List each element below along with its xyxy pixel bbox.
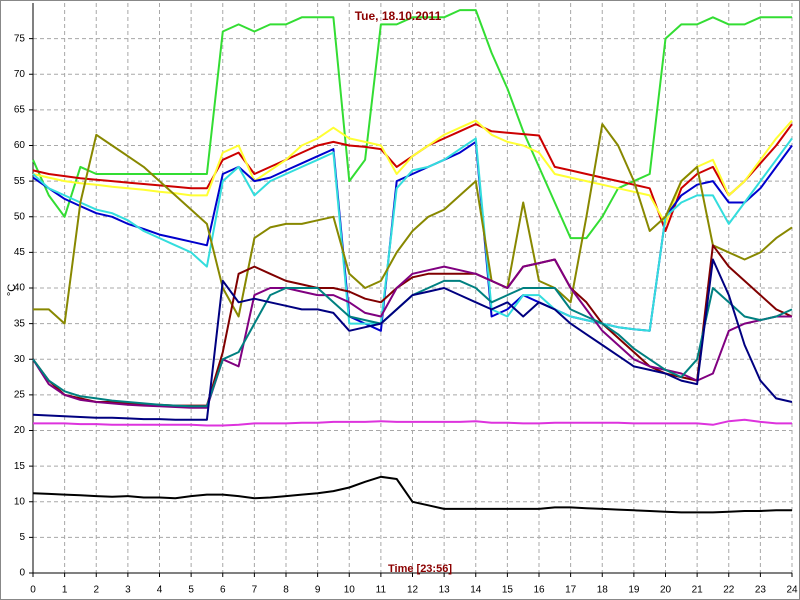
x-tick-label: 17 xyxy=(565,585,577,596)
x-tick-label: 4 xyxy=(157,585,163,596)
x-tick-label: 0 xyxy=(30,585,36,596)
x-tick-label: 9 xyxy=(315,585,321,596)
x-tick-label: 15 xyxy=(502,585,514,596)
series-line xyxy=(33,418,792,427)
x-tick-label: 21 xyxy=(692,585,704,596)
x-tick-label: 14 xyxy=(470,585,482,596)
x-tick-label: 8 xyxy=(283,585,289,596)
y-tick-label: 50 xyxy=(14,211,26,222)
series-line xyxy=(32,475,792,514)
x-tick-label: 20 xyxy=(660,585,672,596)
x-tick-label: 1 xyxy=(62,585,68,596)
x-tick-label: 2 xyxy=(93,585,99,596)
x-tick-label: 12 xyxy=(407,585,419,596)
x-tick-label: 16 xyxy=(533,585,545,596)
x-tick-label: 13 xyxy=(439,585,451,596)
x-tick-label: 6 xyxy=(220,585,226,596)
series-line xyxy=(32,258,793,421)
y-axis-label: °C xyxy=(6,284,18,296)
series-line xyxy=(32,9,792,240)
y-tick-label: 5 xyxy=(19,532,25,543)
x-tick-label: 18 xyxy=(597,585,609,596)
y-tick-label: 40 xyxy=(14,283,26,294)
y-tick-label: 35 xyxy=(14,318,26,329)
x-tick-label: 23 xyxy=(755,585,767,596)
x-tick-label: 5 xyxy=(188,585,194,596)
y-tick-label: 25 xyxy=(14,390,26,401)
x-tick-label: 24 xyxy=(786,585,798,596)
x-tick-label: 3 xyxy=(125,585,131,596)
y-tick-label: 70 xyxy=(14,69,26,80)
lines xyxy=(32,9,793,514)
y-tick-label: 10 xyxy=(14,496,26,507)
y-tick-label: 20 xyxy=(14,425,26,436)
y-tick-label: 75 xyxy=(14,33,26,44)
y-tick-label: 55 xyxy=(14,176,26,187)
y-tick-label: 60 xyxy=(14,140,26,151)
y-tick-label: 65 xyxy=(14,105,26,116)
y-tick-label: 0 xyxy=(19,568,25,579)
series-line xyxy=(33,123,793,325)
x-tick-label: 10 xyxy=(344,585,356,596)
x-tick-label: 7 xyxy=(252,585,258,596)
y-tick-label: 30 xyxy=(14,354,26,365)
x-axis-label: Time [23:56] xyxy=(388,563,452,575)
y-tick-label: 45 xyxy=(14,247,26,258)
chart-title: Tue, 18.10.2011 xyxy=(355,9,442,23)
x-tick-label: 11 xyxy=(376,585,387,596)
x-tick-label: 22 xyxy=(723,585,735,596)
y-tick-label: 15 xyxy=(14,461,26,472)
x-tick-label: 19 xyxy=(628,585,640,596)
